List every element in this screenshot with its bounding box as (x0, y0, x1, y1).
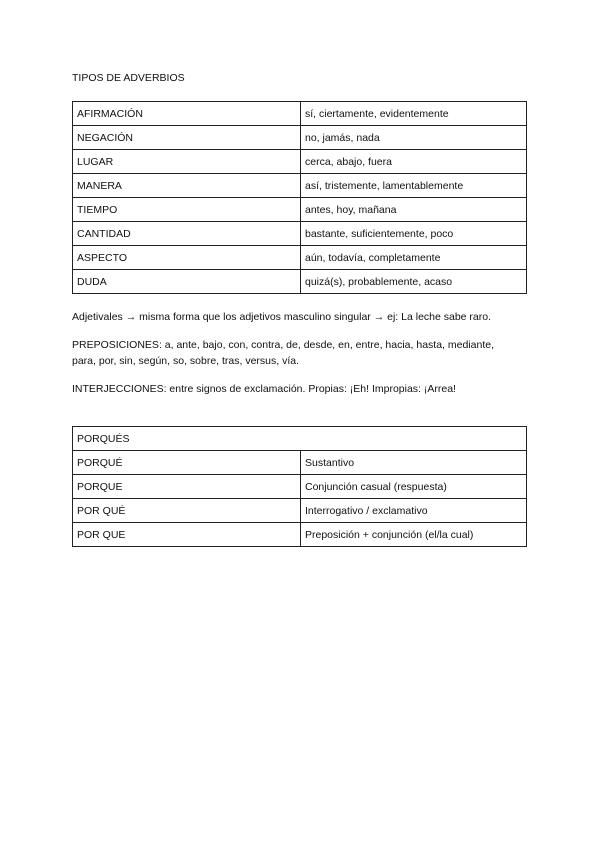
adverbio-row: ASPECTO aún, todavía, completamente (72, 245, 527, 270)
cell-value: antes, hoy, mañana (300, 197, 527, 222)
cell-value: sí, ciertamente, evidentemente (300, 101, 527, 126)
cell-label: MANERA (72, 173, 301, 198)
cell-label: CANTIDAD (72, 221, 301, 246)
porque-row: POR QUÉ Interrogativo / exclamativo (72, 498, 527, 523)
cell-label: DUDA (72, 269, 301, 294)
cell-label: POR QUÉ (72, 498, 301, 523)
preposiciones-line-2: para, por, sin, según, so, sobre, tras, … (72, 355, 300, 367)
porque-row: PORQUÉ Sustantivo (72, 450, 527, 475)
cell-label: AFIRMACIÓN (72, 101, 301, 126)
cell-value: Conjunción casual (respuesta) (300, 474, 527, 499)
adverbio-row: NEGACIÓN no, jamás, nada (72, 125, 527, 150)
cell-value: Sustantivo (300, 450, 527, 475)
adverbio-row: DUDA quizá(s), probablemente, acaso (72, 269, 527, 294)
adverbios-table: AFIRMACIÓN sí, ciertamente, evidentemente… (72, 101, 527, 294)
porques-header: PORQUÉS (72, 426, 527, 451)
cell-label: POR QUE (72, 522, 301, 547)
porque-row: POR QUE Preposición + conjunción (el/la c… (72, 522, 527, 547)
cell-value: Interrogativo / exclamativo (300, 498, 527, 523)
interjecciones-text: INTERJECCIONES: entre signos de exclamac… (72, 383, 456, 395)
cell-label: PORQUÉ (72, 450, 301, 475)
cell-value: quizá(s), probablemente, acaso (300, 269, 527, 294)
adverbio-row: TIEMPO antes, hoy, mañana (72, 197, 527, 222)
cell-value: cerca, abajo, fuera (300, 149, 527, 174)
cell-label: LUGAR (72, 149, 301, 174)
cell-value: Preposición + conjunción (el/la cual) (300, 522, 527, 547)
section-title: TIPOS DE ADVERBIOS (72, 72, 185, 84)
porque-row: PORQUE Conjunción casual (respuesta) (72, 474, 527, 499)
adverbio-row: CANTIDAD bastante, suficientemente, poco (72, 221, 527, 246)
porques-table: PORQUÉS PORQUÉ Sustantivo PORQUE Conjunción… (72, 426, 527, 547)
cell-label: PORQUE (72, 474, 301, 499)
cell-label: TIEMPO (72, 197, 301, 222)
cell-label: ASPECTO (72, 245, 301, 270)
cell-label: NEGACIÓN (72, 125, 301, 150)
cell-value: bastante, suficientemente, poco (300, 221, 527, 246)
porques-header-row: PORQUÉS (72, 426, 527, 451)
adverbio-row: LUGAR cerca, abajo, fuera (72, 149, 527, 174)
cell-value: así, tristemente, lamentablemente (300, 173, 527, 198)
adjetivales-text: Adjetivales → misma forma que los adjeti… (72, 311, 492, 323)
preposiciones-line-1: PREPOSICIONES: a, ante, bajo, con, contr… (72, 339, 494, 351)
adverbio-row: MANERA así, tristemente, lamentablemente (72, 173, 527, 198)
adverbio-row: AFIRMACIÓN sí, ciertamente, evidentemente (72, 101, 527, 126)
cell-value: no, jamás, nada (300, 125, 527, 150)
cell-value: aún, todavía, completamente (300, 245, 527, 270)
